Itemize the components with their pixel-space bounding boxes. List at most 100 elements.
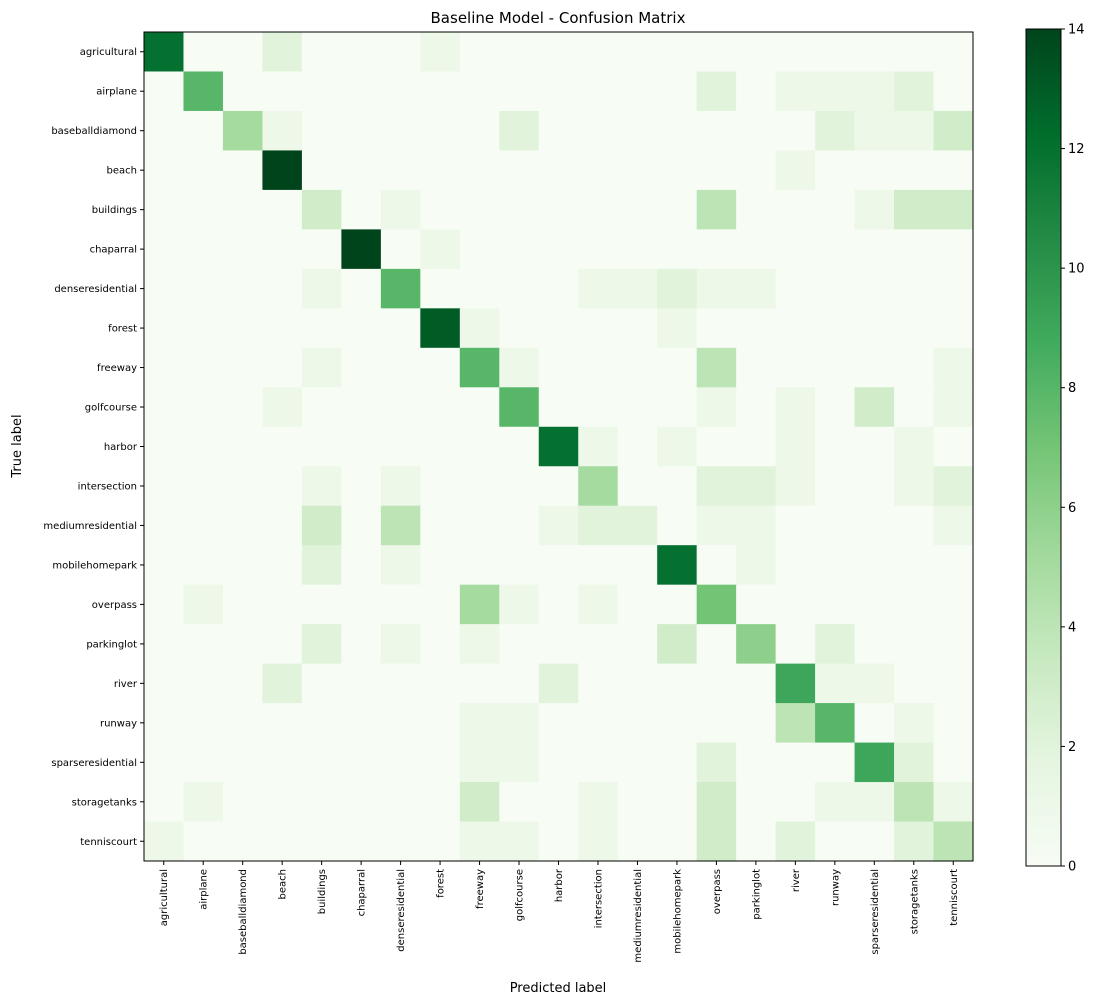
heatmap-cell bbox=[736, 742, 777, 783]
heatmap-cell bbox=[657, 32, 698, 73]
heatmap-cell bbox=[736, 347, 777, 388]
heatmap-cell bbox=[696, 150, 737, 191]
colorbar bbox=[1025, 28, 1062, 867]
heatmap-cell bbox=[933, 110, 974, 152]
heatmap-cell bbox=[775, 32, 816, 73]
heatmap-cell bbox=[341, 71, 382, 112]
heatmap-cell bbox=[578, 545, 619, 586]
heatmap-cell bbox=[183, 742, 224, 783]
heatmap-cell bbox=[262, 782, 303, 823]
heatmap-cell bbox=[578, 308, 619, 349]
heatmap-cell bbox=[617, 505, 658, 546]
heatmap-cell bbox=[815, 624, 856, 665]
x-tick-label: baseballdiamond bbox=[238, 869, 249, 955]
heatmap-cell bbox=[854, 584, 895, 625]
y-tick-label: river bbox=[114, 679, 138, 690]
heatmap-cell bbox=[617, 150, 658, 191]
heatmap-cell bbox=[538, 347, 579, 388]
heatmap-cell bbox=[183, 505, 224, 546]
heatmap-cell bbox=[222, 703, 264, 744]
heatmap-cell bbox=[459, 189, 500, 230]
heatmap-cell bbox=[538, 387, 579, 428]
heatmap-cell bbox=[657, 466, 698, 507]
heatmap-cell bbox=[617, 71, 658, 112]
heatmap-cell bbox=[815, 347, 856, 388]
heatmap-cell bbox=[144, 624, 185, 665]
x-tick-label: parkinglot bbox=[751, 869, 762, 920]
heatmap-cell bbox=[183, 426, 224, 467]
heatmap-cell bbox=[499, 466, 540, 507]
heatmap-cell bbox=[736, 466, 777, 507]
heatmap-cell bbox=[578, 624, 619, 665]
y-tick-label: storagetanks bbox=[72, 797, 137, 808]
heatmap-cell bbox=[736, 505, 777, 546]
heatmap-cell bbox=[459, 268, 500, 309]
heatmap-cell bbox=[341, 426, 382, 467]
heatmap-cell bbox=[341, 821, 382, 862]
colorbar-tick-label: 14 bbox=[1068, 23, 1085, 38]
heatmap-cell bbox=[617, 782, 658, 823]
heatmap-cell bbox=[301, 32, 342, 73]
heatmap-cell bbox=[301, 110, 342, 152]
heatmap-cell bbox=[696, 584, 737, 625]
heatmap-cell bbox=[380, 268, 421, 309]
heatmap-cell bbox=[578, 150, 619, 191]
heatmap-cell bbox=[301, 229, 342, 270]
heatmap-cell bbox=[538, 545, 579, 586]
heatmap-cell bbox=[538, 584, 579, 625]
x-tick-label: golfcourse bbox=[515, 869, 526, 921]
heatmap-cell bbox=[578, 387, 619, 428]
heatmap-cell bbox=[538, 821, 579, 862]
heatmap-cell bbox=[617, 347, 658, 388]
y-tick-label: mobilehomepark bbox=[52, 560, 137, 571]
heatmap-cell bbox=[933, 150, 974, 191]
colorbar-tick-label: 2 bbox=[1068, 740, 1076, 755]
heatmap-cell bbox=[736, 782, 777, 823]
heatmap-cell bbox=[696, 347, 737, 388]
heatmap-cell bbox=[459, 466, 500, 507]
heatmap-cell bbox=[301, 821, 342, 862]
heatmap-cell bbox=[894, 387, 935, 428]
heatmap-cell bbox=[262, 545, 303, 586]
heatmap-cell bbox=[341, 32, 382, 73]
heatmap-cell bbox=[341, 110, 382, 152]
heatmap-cell bbox=[933, 71, 974, 112]
heatmap-cell bbox=[499, 347, 540, 388]
heatmap-cell bbox=[420, 545, 461, 586]
heatmap-cell bbox=[499, 387, 540, 428]
heatmap-cell bbox=[222, 32, 264, 73]
heatmap-cell bbox=[657, 703, 698, 744]
heatmap-cell bbox=[578, 584, 619, 625]
y-tick-label: golfcourse bbox=[85, 403, 137, 414]
heatmap-cell bbox=[183, 347, 224, 388]
heatmap-cell bbox=[459, 32, 500, 73]
heatmap-cell bbox=[657, 742, 698, 783]
heatmap-cell bbox=[854, 821, 895, 862]
heatmap-cell bbox=[933, 268, 974, 309]
heatmap-cell bbox=[144, 32, 185, 73]
heatmap-cell bbox=[815, 782, 856, 823]
heatmap-cell bbox=[301, 466, 342, 507]
heatmap-cell bbox=[696, 268, 737, 309]
heatmap-cell bbox=[341, 663, 382, 704]
heatmap-cell bbox=[854, 782, 895, 823]
heatmap-cell bbox=[538, 150, 579, 191]
heatmap-cell bbox=[617, 268, 658, 309]
heatmap-cell bbox=[854, 308, 895, 349]
heatmap-cell bbox=[222, 782, 264, 823]
y-tick-label: intersection bbox=[78, 481, 137, 492]
heatmap-cell bbox=[617, 110, 658, 152]
heatmap-cell bbox=[578, 268, 619, 309]
heatmap-cell bbox=[183, 782, 224, 823]
heatmap-cell bbox=[617, 703, 658, 744]
heatmap-cell bbox=[459, 703, 500, 744]
heatmap-cell bbox=[222, 71, 264, 112]
heatmap-cell bbox=[775, 268, 816, 309]
heatmap-cell bbox=[262, 229, 303, 270]
heatmap-cell bbox=[459, 347, 500, 388]
x-tick-label: forest bbox=[436, 869, 447, 898]
x-tick-label: denseresidential bbox=[396, 869, 407, 952]
heatmap-cell bbox=[617, 545, 658, 586]
heatmap-cell bbox=[617, 32, 658, 73]
